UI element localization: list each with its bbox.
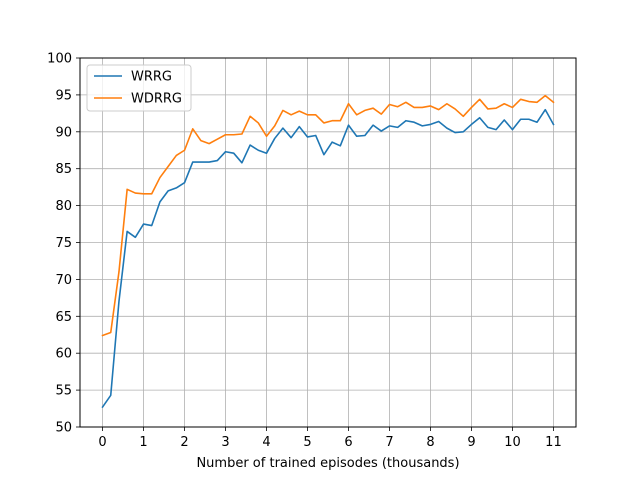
legend-label-wrrg: WRRG	[131, 70, 172, 85]
x-tick-label: 10	[504, 435, 521, 450]
y-tick-label: 65	[55, 310, 72, 325]
x-tick-label: 6	[344, 435, 352, 450]
y-tick-label: 100	[47, 52, 72, 67]
x-tick-label: 11	[545, 435, 562, 450]
x-tick-label: 3	[221, 435, 229, 450]
x-tick-label: 4	[262, 435, 270, 450]
y-tick-label: 90	[55, 125, 72, 140]
y-tick-label: 75	[55, 236, 72, 251]
grid-lines	[80, 57, 576, 428]
x-tick-label: 2	[180, 435, 188, 450]
legend-label-wdrrg: WDRRG	[131, 92, 182, 107]
legend: WRRG WDRRG	[86, 64, 192, 112]
y-tick-label: 95	[55, 88, 72, 103]
x-tick-label: 7	[385, 435, 393, 450]
y-tick-label: 55	[55, 384, 72, 399]
x-tick-label: 0	[98, 435, 106, 450]
x-tick-label: 8	[426, 435, 434, 450]
y-tick-label: 85	[55, 162, 72, 177]
y-tick-label: 50	[55, 421, 72, 436]
series-lines	[101, 94, 555, 409]
y-tick-label: 70	[55, 273, 72, 288]
x-tick-label: 9	[467, 435, 475, 450]
axis-ticks: 0 1 2 3 4 5 6 7 8 9 10 11 50 55 60 65 70 75 80 85 90 95 100	[47, 52, 562, 451]
x-tick-label: 5	[303, 435, 311, 450]
series-line-wdrrg	[101, 94, 555, 337]
series-line-wrrg	[101, 108, 555, 409]
x-tick-label: 1	[139, 435, 147, 450]
y-tick-label: 60	[55, 347, 72, 362]
y-tick-label: 80	[55, 199, 72, 214]
x-axis-label: Number of trained episodes (thousands)	[196, 456, 459, 471]
